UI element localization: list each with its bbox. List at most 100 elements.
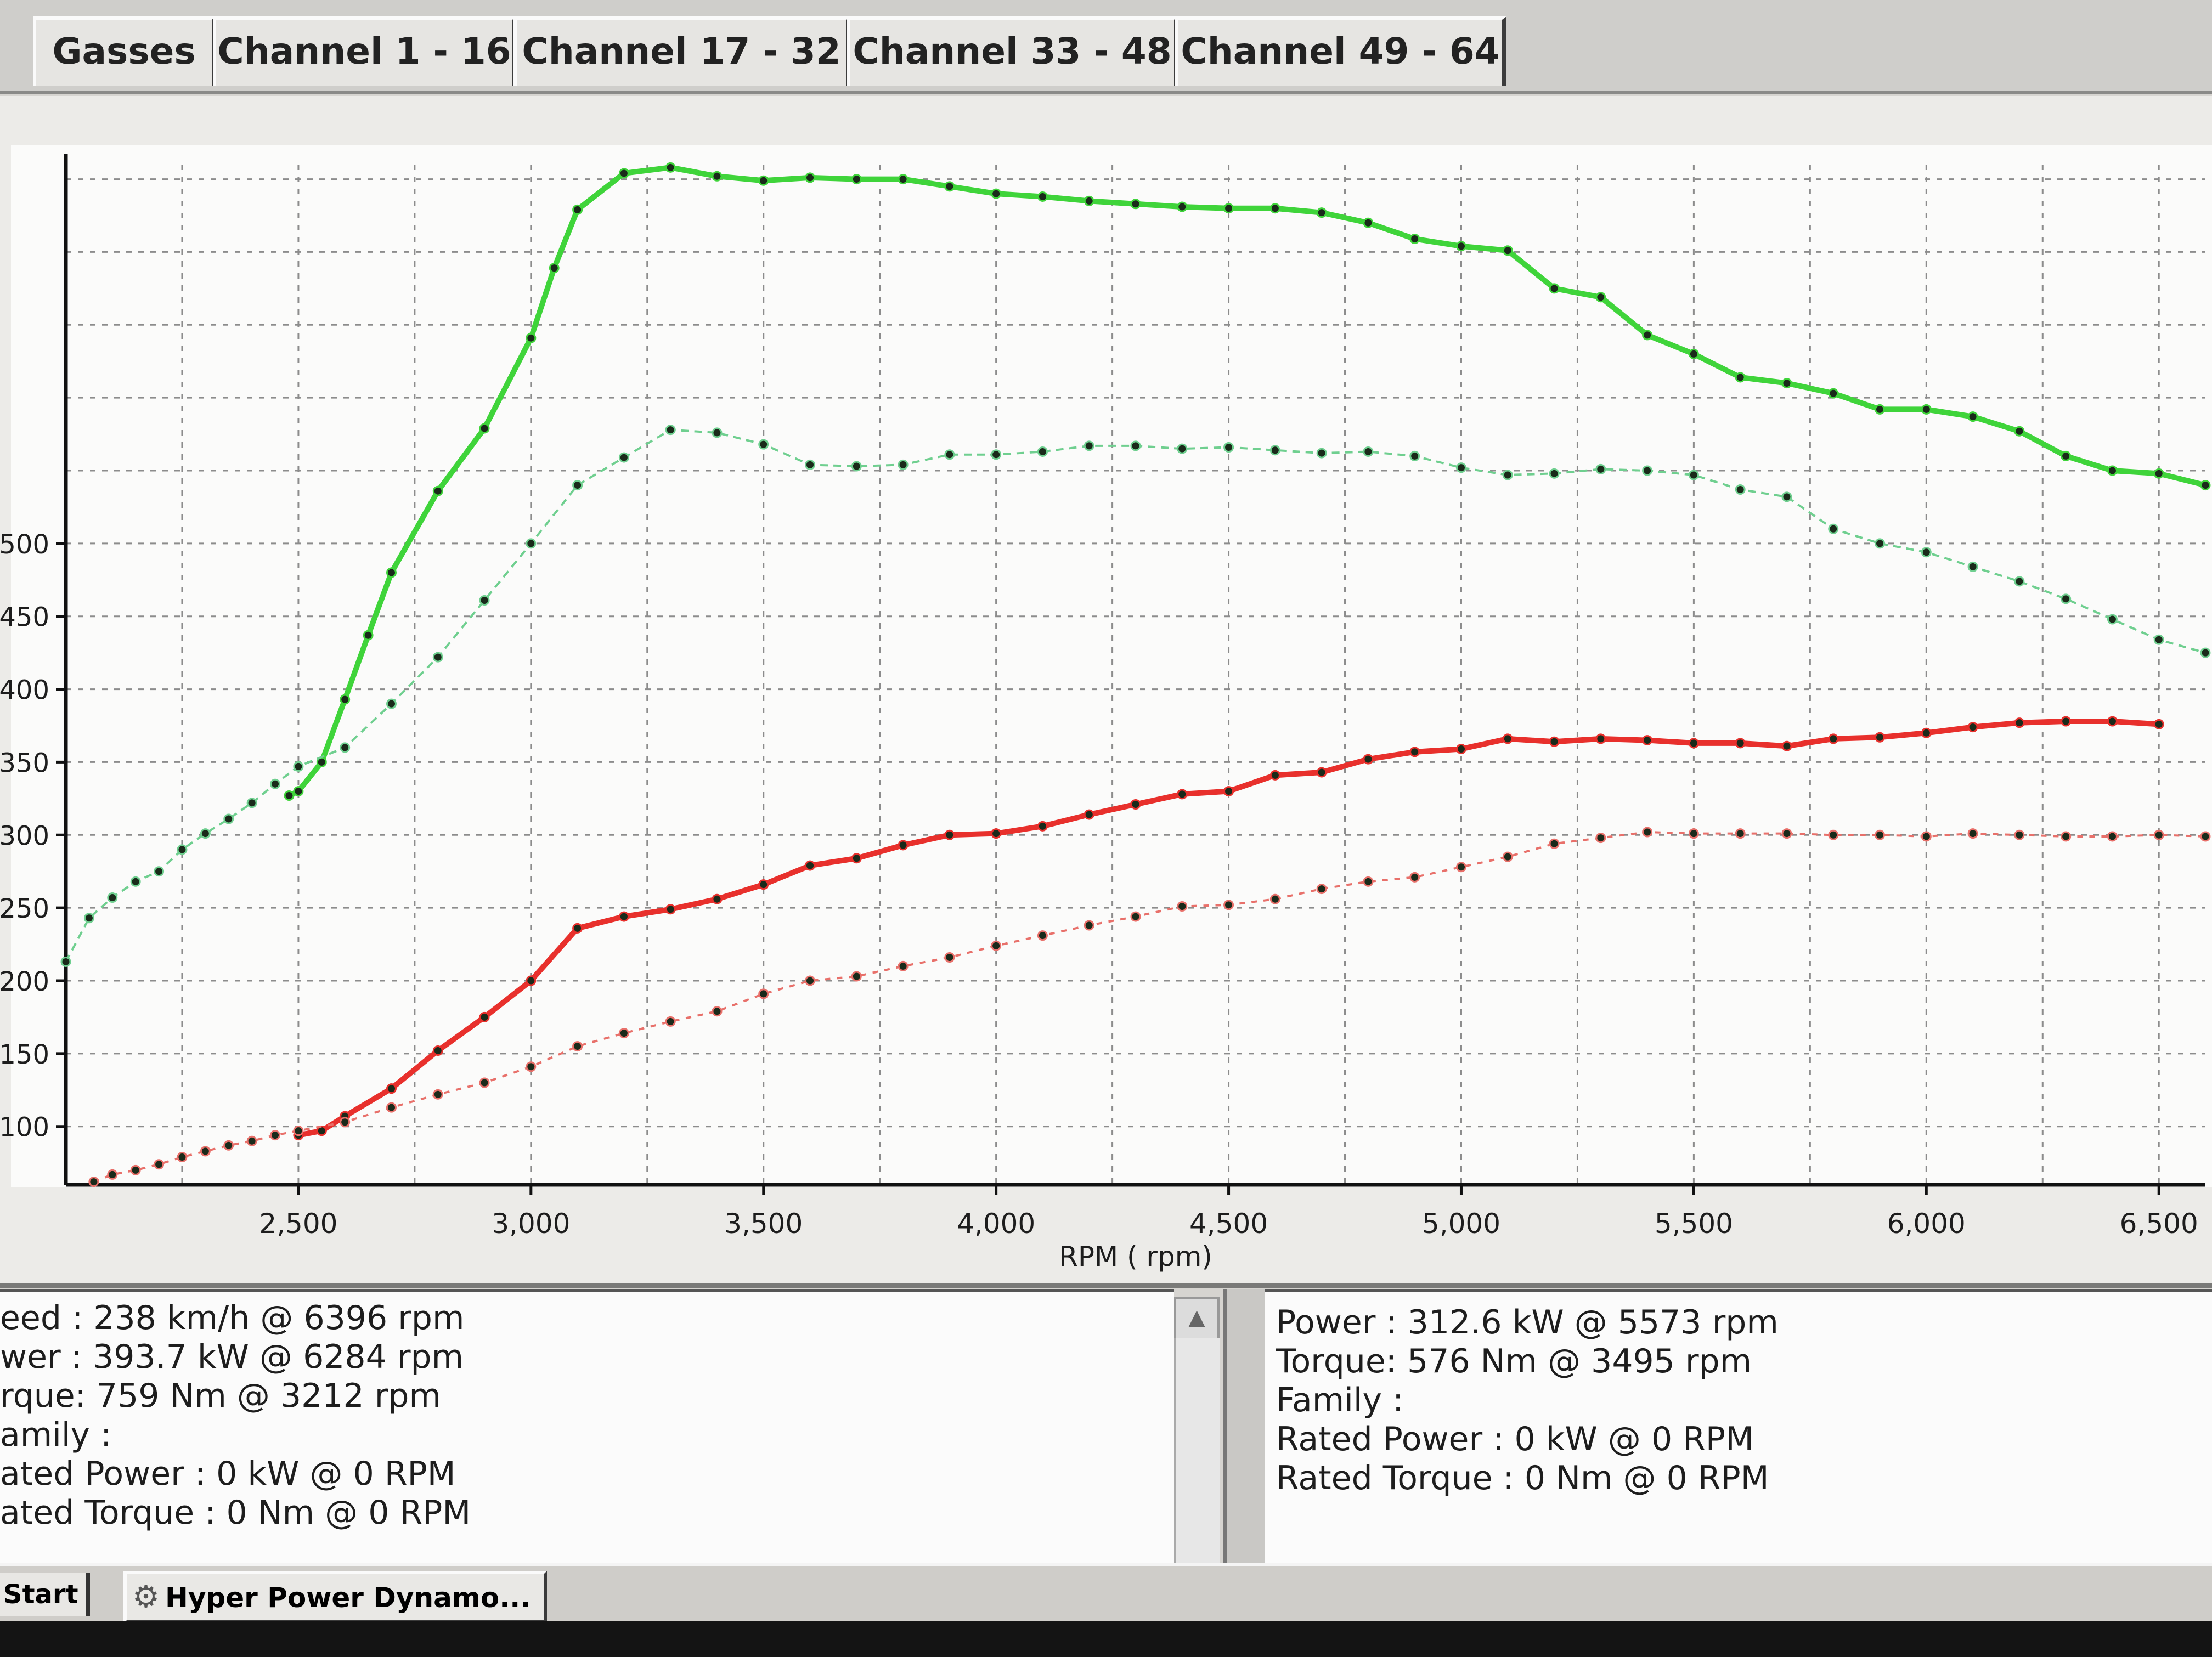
data-point xyxy=(1595,733,1606,744)
data-point xyxy=(898,960,909,971)
data-point xyxy=(1084,920,1094,931)
data-point xyxy=(712,171,723,182)
info-left-line: rque: 759 Nm @ 3212 rpm xyxy=(0,1377,441,1415)
data-point xyxy=(1828,733,1839,744)
data-point xyxy=(1781,828,1792,839)
data-point xyxy=(898,459,909,470)
data-point xyxy=(340,1117,351,1128)
data-point xyxy=(1642,827,1653,838)
data-point xyxy=(2200,647,2211,658)
data-point xyxy=(223,813,234,824)
scroll-up-button[interactable]: ▲ xyxy=(1174,1297,1220,1340)
data-point xyxy=(2014,717,2025,728)
info-left-line: wer : 393.7 kW @ 6284 rpm xyxy=(0,1338,464,1376)
info-right-line: Power : 312.6 kW @ 5573 rpm xyxy=(1276,1303,1779,1342)
data-point xyxy=(1269,203,1280,214)
data-point xyxy=(991,188,1002,199)
data-point xyxy=(293,786,304,797)
data-point xyxy=(1688,470,1699,480)
x-axis-label: RPM ( rpm) xyxy=(1059,1241,1212,1273)
data-point xyxy=(1269,770,1280,781)
data-point xyxy=(1875,829,1886,840)
y-tick-label: 100 xyxy=(0,1112,49,1143)
data-point xyxy=(1363,754,1374,765)
data-point xyxy=(154,1159,165,1170)
series-1 xyxy=(60,425,2211,967)
data-point xyxy=(758,439,769,450)
data-point xyxy=(246,798,257,808)
info-right-line: Rated Power : 0 kW @ 0 RPM xyxy=(1276,1420,1754,1458)
data-point xyxy=(1781,740,1792,751)
data-point xyxy=(83,913,94,924)
taskbar: Start ⚙ Hyper Power Dynamo... xyxy=(0,1563,2212,1624)
data-point xyxy=(1688,738,1699,749)
start-button[interactable]: Start xyxy=(0,1573,90,1616)
data-point xyxy=(386,1083,397,1094)
data-point xyxy=(107,892,118,903)
taskbar-item-hyper-power-dynamo[interactable]: ⚙ Hyper Power Dynamo... xyxy=(123,1571,547,1624)
info-right-line: Rated Torque : 0 Nm @ 0 RPM xyxy=(1276,1459,1769,1497)
data-point xyxy=(1037,446,1048,457)
y-tick-label: 200 xyxy=(0,966,49,997)
data-point xyxy=(2061,593,2072,604)
data-point xyxy=(2061,716,2072,727)
data-point xyxy=(1967,722,1978,733)
data-point xyxy=(386,698,397,709)
info-right-line: Family : xyxy=(1276,1381,1404,1420)
data-point xyxy=(1595,292,1606,303)
data-point xyxy=(1223,786,1234,797)
data-point xyxy=(2014,576,2025,587)
data-point xyxy=(944,829,955,840)
tab-channel-49-64[interactable]: Channel 49 - 64 xyxy=(1175,16,1506,86)
data-point xyxy=(549,263,560,274)
data-point xyxy=(1130,799,1141,810)
data-point xyxy=(479,1011,490,1022)
data-point xyxy=(991,940,1002,951)
series-1-line xyxy=(65,428,2206,963)
tab-gasses[interactable]: Gasses xyxy=(33,16,216,86)
data-point xyxy=(2200,480,2211,491)
data-point xyxy=(2153,829,2164,840)
data-point xyxy=(1502,470,1513,480)
data-point xyxy=(1223,900,1234,910)
tab-channel-17-32[interactable]: Channel 17 - 32 xyxy=(514,16,850,86)
data-point xyxy=(1688,348,1699,359)
y-tick-label: 450 xyxy=(0,602,49,633)
data-point xyxy=(386,567,397,578)
data-point xyxy=(432,485,443,496)
data-point xyxy=(1921,404,1932,415)
y-tick-label: 150 xyxy=(0,1039,49,1070)
info-left-line: ated Torque : 0 Nm @ 0 RPM xyxy=(0,1494,471,1532)
data-point xyxy=(712,893,723,904)
data-point xyxy=(293,761,304,772)
data-point xyxy=(758,175,769,186)
data-point xyxy=(1735,372,1746,383)
info-left-line: amily : xyxy=(0,1416,112,1454)
data-point xyxy=(805,860,816,871)
data-point xyxy=(1223,203,1234,214)
dyno-chart[interactable]: 100 150 200 250 300 350 400 450 500 2,500 3,000 3,… xyxy=(0,0,2212,1283)
data-point xyxy=(1967,411,1978,422)
data-point xyxy=(2153,468,2164,479)
data-point xyxy=(340,742,351,753)
data-point xyxy=(1130,199,1141,210)
scrollbar-track[interactable] xyxy=(1174,1338,1220,1563)
info-left-line: ated Power : 0 kW @ 0 RPM xyxy=(0,1455,456,1493)
data-point xyxy=(665,162,676,173)
data-point xyxy=(526,538,537,549)
data-point xyxy=(1037,821,1048,832)
data-point xyxy=(2107,716,2118,727)
data-point xyxy=(898,174,909,185)
x-tick-label: 4,500 xyxy=(1189,1208,1268,1240)
tab-channel-33-48[interactable]: Channel 33 - 48 xyxy=(847,16,1178,86)
data-point xyxy=(2200,831,2211,842)
panel-divider[interactable] xyxy=(1223,1289,1268,1563)
data-point xyxy=(1177,789,1188,800)
data-point xyxy=(1455,744,1466,755)
data-point xyxy=(293,1126,304,1136)
data-point xyxy=(1223,442,1234,453)
data-point xyxy=(1549,468,1560,479)
data-point xyxy=(1177,443,1188,454)
info-panel-left: eed : 238 km/h @ 6396 rpm wer : 393.7 kW … xyxy=(0,1289,1174,1566)
data-point xyxy=(60,956,71,967)
